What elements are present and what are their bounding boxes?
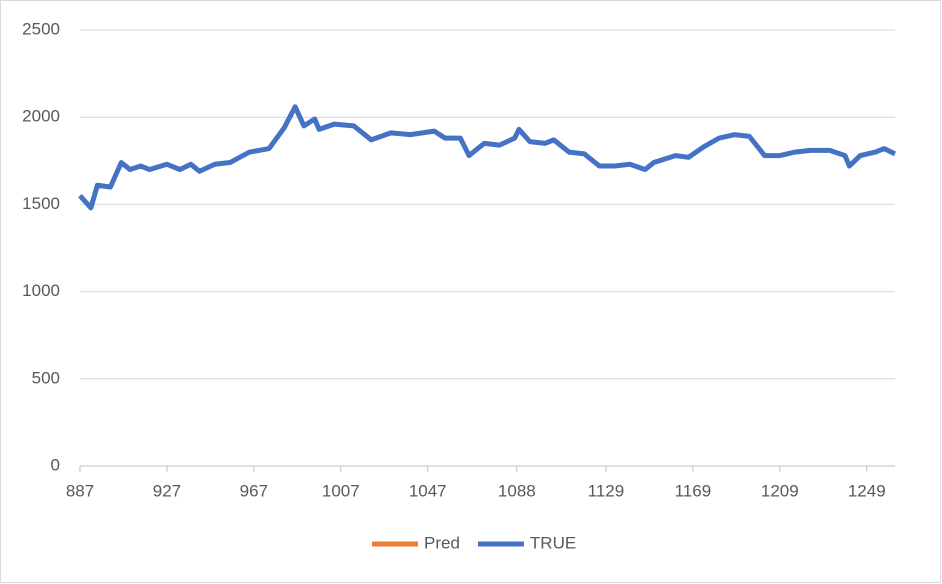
x-tick-label: 1209 bbox=[761, 481, 799, 500]
y-tick-label: 500 bbox=[32, 368, 60, 387]
x-tick-label: 1249 bbox=[848, 481, 886, 500]
x-tick-label: 887 bbox=[66, 481, 94, 500]
x-tick-label: 967 bbox=[240, 481, 268, 500]
y-tick-label: 1500 bbox=[22, 194, 60, 213]
y-tick-label: 2500 bbox=[22, 19, 60, 38]
x-tick-label: 1129 bbox=[588, 481, 625, 500]
legend-label: Pred bbox=[424, 533, 460, 552]
legend-label: TRUE bbox=[530, 533, 576, 552]
y-tick-label: 2000 bbox=[22, 107, 60, 126]
x-tick-label: 927 bbox=[153, 481, 181, 500]
x-tick-label: 1088 bbox=[498, 481, 536, 500]
x-tick-label: 1047 bbox=[409, 481, 447, 500]
y-tick-label: 0 bbox=[51, 455, 60, 474]
x-tick-label: 1169 bbox=[675, 481, 712, 500]
x-tick-label: 1007 bbox=[322, 481, 360, 500]
series-line bbox=[78, 104, 897, 211]
y-tick-label: 1000 bbox=[22, 281, 60, 300]
